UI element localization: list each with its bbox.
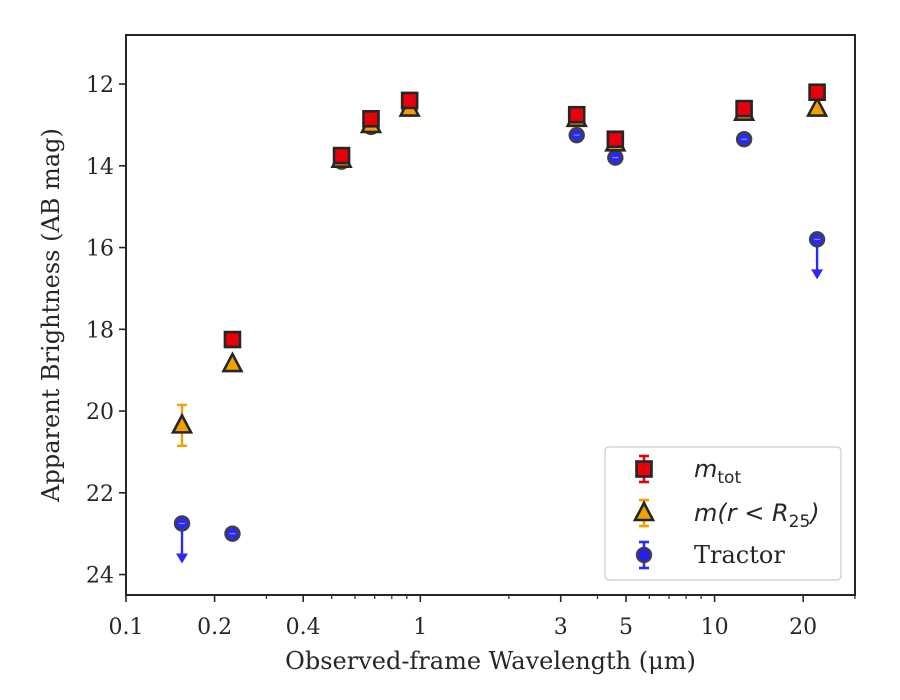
legend: mtot m(r < R25) Tractor (604, 446, 842, 581)
legend-label-m-r25-tail: ) (808, 499, 819, 527)
legend-label-m-r25-sub: 25 (789, 512, 811, 532)
y-axis-label: Apparent Brightness (AB mag) (37, 128, 65, 503)
legend-label-m-r25-base: m(r < R (694, 499, 789, 527)
x-tick-label: 0.2 (197, 615, 232, 640)
x-tick-label: 3 (554, 615, 568, 640)
y-tick-label: 16 (86, 237, 114, 262)
legend-label-m-r25: m(r < R25) (694, 499, 820, 532)
legend-handles (632, 454, 656, 570)
data-point-m-r25 (805, 95, 829, 117)
x-tick-label: 5 (619, 615, 633, 640)
plot-points (170, 83, 829, 564)
x-tick-label: 1 (413, 615, 427, 640)
data-point-m-r25 (170, 412, 194, 434)
plot-frame (125, 34, 856, 596)
legend-label-m-tot: mtot (694, 455, 741, 488)
y-tick-label: 22 (86, 482, 114, 507)
y-tick-label: 14 (86, 155, 114, 180)
y-tick-label: 12 (86, 73, 114, 98)
y-axis-ticks: 12 14 16 18 20 22 24 (86, 73, 126, 589)
data-point-m-r25 (221, 351, 244, 373)
legend-marker-triangle (632, 500, 656, 522)
x-tick-label: 20 (789, 615, 817, 640)
x-axis-label: Observed-frame Wavelength (μm) (285, 647, 696, 675)
x-tick-label: 0.4 (286, 615, 321, 640)
legend-marker-square (635, 460, 653, 478)
legend-label-m-tot-base: m (694, 455, 717, 483)
y-tick-label: 24 (86, 564, 114, 589)
upper-limit-arrow-head (176, 553, 189, 564)
x-tick-label: 0.1 (109, 615, 144, 640)
x-tick-label: 10 (701, 615, 729, 640)
legend-box (604, 446, 842, 581)
x-axis-ticks: 0.1 0.2 0.4 1 3 5 10 20 (109, 595, 856, 640)
legend-label-tractor: Tractor (694, 541, 785, 569)
y-tick-label: 20 (86, 400, 114, 425)
legend-marker-circle (635, 546, 653, 564)
legend-label-m-tot-sub: tot (717, 468, 741, 488)
y-tick-label: 18 (86, 318, 114, 343)
upper-limit-arrow-head (811, 269, 824, 280)
